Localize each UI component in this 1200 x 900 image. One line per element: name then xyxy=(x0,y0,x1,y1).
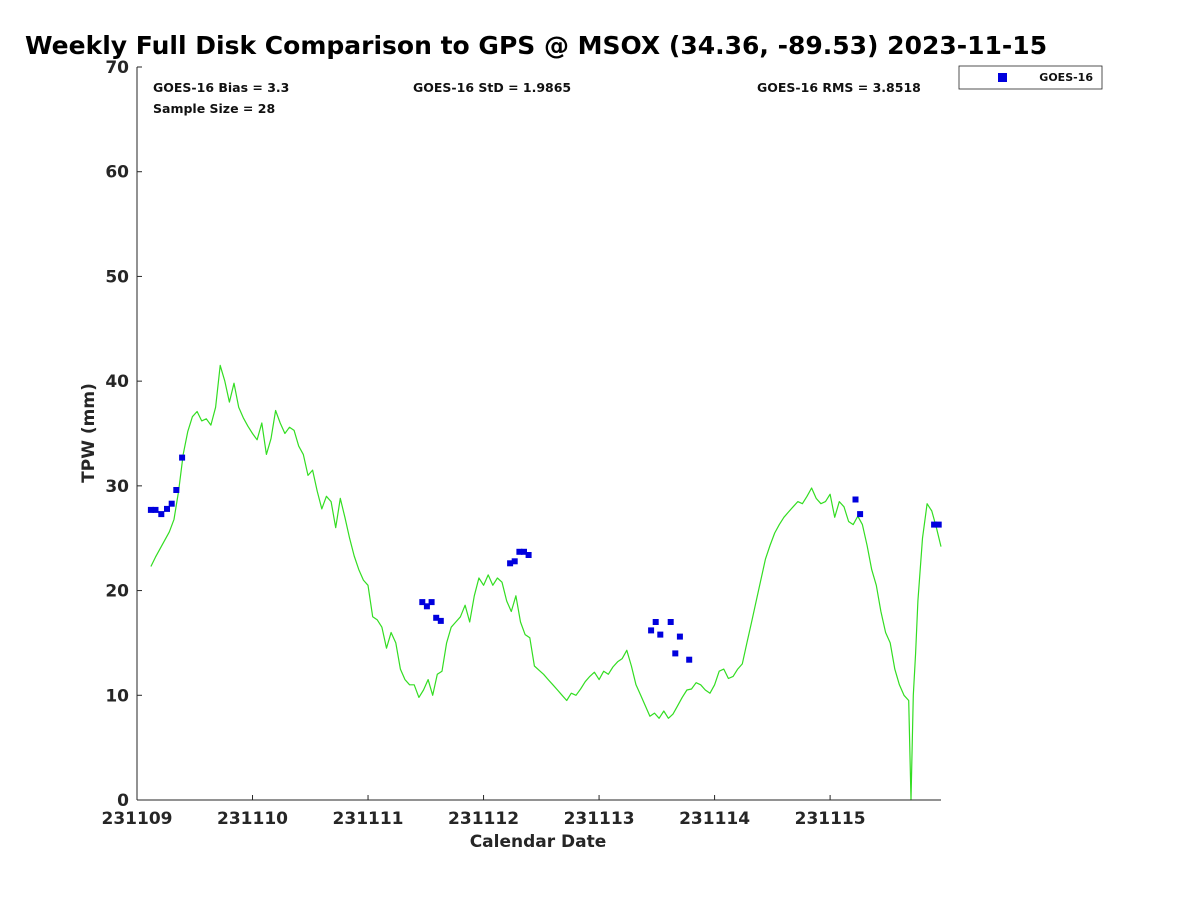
goes16-data-point xyxy=(667,619,674,625)
goes16-data-point xyxy=(419,599,426,606)
plot-area xyxy=(137,67,941,800)
gps-line-layer xyxy=(150,364,942,801)
y-tick-label: 60 xyxy=(105,163,129,183)
goes16-data-point xyxy=(857,511,864,518)
goes16-data-point xyxy=(147,506,154,513)
x-axis-ticks: 231109 231110 231111 231112 231113 231114 2311… xyxy=(102,795,866,829)
goes16-data-point xyxy=(433,614,440,621)
goes16-data-point xyxy=(437,617,444,624)
x-tick-label: 231110 xyxy=(217,809,288,829)
goes16-data-point xyxy=(676,633,683,640)
x-tick-label: 231109 xyxy=(102,809,173,829)
goes16-data-point xyxy=(931,521,938,528)
goes16-data-point xyxy=(507,560,514,567)
y-axis-ticks: 0 10 20 30 40 50 60 70 xyxy=(105,58,142,811)
goes16-data-point xyxy=(179,454,186,461)
y-tick-label: 20 xyxy=(105,582,129,602)
y-tick-label: 50 xyxy=(105,267,129,287)
goes16-data-point xyxy=(686,656,693,663)
goes16-data-point xyxy=(164,505,170,512)
y-tick-label: 30 xyxy=(105,477,129,497)
gps-tpw-line xyxy=(150,364,942,801)
goes16-data-point xyxy=(672,650,679,657)
goes16-data-point xyxy=(158,511,165,518)
y-axis-label: TPW (mm) xyxy=(79,383,99,483)
chart-title: Weekly Full Disk Comparison to GPS @ MSO… xyxy=(25,31,1047,60)
goes16-data-point xyxy=(852,496,859,503)
x-tick-label: 231114 xyxy=(679,809,750,829)
x-tick-label: 231115 xyxy=(795,809,866,829)
goes16-data-point xyxy=(935,521,942,528)
x-axis-label: Calendar Date xyxy=(470,832,607,852)
legend-label-goes16: GOES-16 xyxy=(1039,71,1093,84)
x-tick-label: 231113 xyxy=(564,809,635,829)
legend-marker-goes16 xyxy=(998,73,1007,82)
x-tick-label: 231112 xyxy=(448,809,519,829)
goes16-data-point xyxy=(173,487,180,493)
legend: GOES-16 xyxy=(958,65,1103,90)
goes16-data-point xyxy=(152,506,159,513)
x-tick-label: 231111 xyxy=(333,809,404,829)
goes16-data-point xyxy=(652,619,659,625)
y-tick-label: 0 xyxy=(117,791,129,811)
goes16-data-point xyxy=(521,548,527,555)
goes16-data-point xyxy=(525,552,532,558)
stat-bias: GOES-16 Bias = 3.3 xyxy=(153,80,289,95)
goes16-data-point xyxy=(511,558,518,565)
y-tick-label: 40 xyxy=(105,372,129,392)
stat-rms: GOES-16 RMS = 3.8518 xyxy=(757,80,921,95)
y-tick-label: 10 xyxy=(105,686,129,706)
goes16-data-point xyxy=(648,627,655,634)
goes16-data-point xyxy=(423,603,430,610)
goes16-data-point xyxy=(428,599,435,606)
goes16-data-point xyxy=(516,548,523,555)
stat-sample-size: Sample Size = 28 xyxy=(153,101,275,116)
y-tick-label: 70 xyxy=(105,58,129,78)
legend-box xyxy=(958,65,1103,90)
stat-std: GOES-16 StD = 1.9865 xyxy=(413,80,571,95)
goes-marker-layer xyxy=(147,454,942,663)
goes16-data-point xyxy=(168,500,175,507)
goes16-data-point xyxy=(657,631,664,638)
